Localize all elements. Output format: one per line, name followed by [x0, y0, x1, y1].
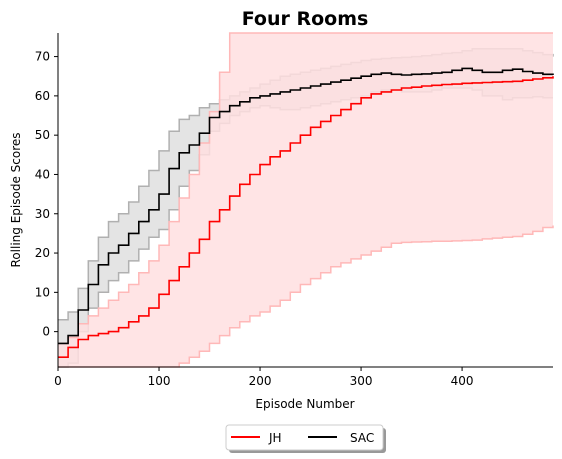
y-tick-label: 20: [35, 246, 50, 260]
y-tick-label: 30: [35, 207, 50, 221]
series-lines: [58, 67, 554, 358]
chart-title: Four Rooms: [242, 8, 369, 30]
legend-sac-label: SAC: [350, 431, 374, 445]
y-tick-label: 40: [35, 167, 50, 181]
confidence-bands: [58, 32, 554, 368]
legend-box: [225, 424, 384, 451]
jh-band-upper-edge: [58, 32, 553, 345]
x-tick-label: 200: [249, 374, 272, 388]
axes: [57, 33, 553, 368]
y-axis-label: Rolling Episode Scores: [9, 133, 23, 268]
sac-band: [58, 48, 553, 367]
legend: JH SAC: [225, 424, 386, 453]
x-tick-label: 0: [54, 374, 62, 388]
jh-band-lower-edge: [58, 225, 554, 368]
y-tick-label: 60: [35, 89, 50, 103]
legend-jh-label: JH: [268, 431, 282, 445]
jh-line: [58, 76, 554, 358]
y-tick-label: 70: [35, 50, 50, 64]
ticks: 0 100 200 300 400 0 10 20 30 40 50 60 70: [35, 50, 474, 388]
jh-band: [58, 33, 553, 367]
sac-line: [58, 67, 554, 345]
x-axis-label: Episode Number: [255, 397, 354, 411]
y-tick-label: 0: [42, 325, 50, 339]
y-tick-label: 10: [35, 285, 50, 299]
x-tick-label: 100: [148, 374, 171, 388]
x-tick-label: 300: [350, 374, 373, 388]
x-tick-label: 400: [451, 374, 474, 388]
y-tick-label: 50: [35, 128, 50, 142]
